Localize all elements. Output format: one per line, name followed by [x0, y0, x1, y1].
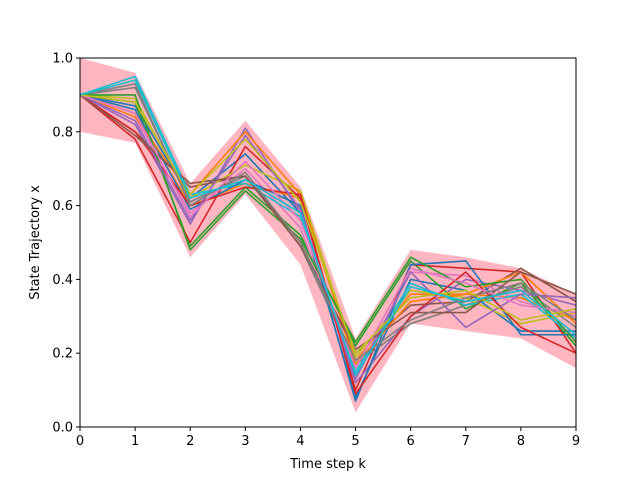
confidence-band — [80, 58, 576, 413]
y-tick-label: 0.0 — [52, 421, 73, 436]
series-line-19 — [79, 94, 577, 355]
plot-area — [79, 58, 577, 413]
series-line-18 — [79, 83, 577, 362]
series-line-13 — [80, 94, 577, 343]
x-tick-label: 7 — [462, 434, 470, 449]
axes-frame — [79, 57, 577, 428]
y-tick-label: 1.0 — [52, 52, 73, 67]
series-line-16 — [79, 94, 577, 351]
x-tick-label: 5 — [351, 434, 359, 449]
x-tick-label: 4 — [296, 434, 304, 449]
y-axis-label: State Trajectory x — [28, 185, 43, 300]
y-tick-label: 0.8 — [52, 125, 73, 140]
series-line-20 — [79, 79, 577, 377]
x-tick-label: 1 — [131, 434, 139, 449]
x-axis: 0 1 2 3 4 5 6 7 8 9 — [76, 427, 580, 449]
x-tick-label: 0 — [76, 434, 84, 449]
x-tick-label: 9 — [572, 434, 580, 449]
x-tick-label: 8 — [517, 434, 525, 449]
y-tick-label: 0.6 — [52, 199, 73, 214]
x-tick-label: 2 — [186, 434, 194, 449]
y-axis: 0.0 0.2 0.4 0.6 0.8 1.0 — [52, 52, 80, 436]
x-tick-label: 3 — [241, 434, 249, 449]
x-axis-label: Time step k — [289, 457, 366, 472]
y-tick-label: 0.4 — [52, 273, 73, 288]
x-tick-label: 6 — [407, 434, 415, 449]
y-tick-label: 0.2 — [52, 347, 73, 362]
